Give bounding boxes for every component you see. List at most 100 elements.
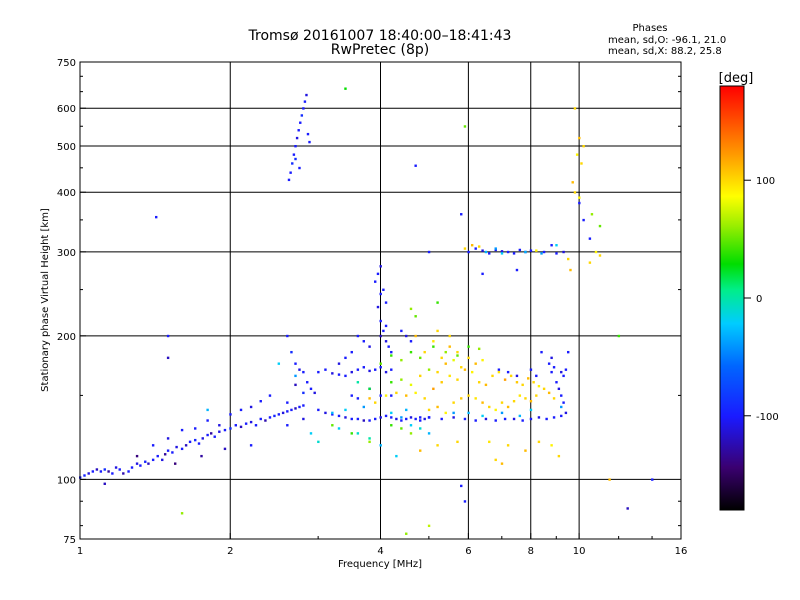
scatter-point bbox=[444, 350, 447, 354]
scatter-point bbox=[317, 408, 320, 412]
scatter-point bbox=[299, 121, 302, 124]
scatter-point bbox=[306, 132, 310, 136]
scatter-point bbox=[295, 136, 299, 140]
scatter-point bbox=[197, 442, 201, 445]
scatter-point bbox=[324, 368, 327, 371]
scatter-point bbox=[180, 512, 184, 515]
scatter-point bbox=[552, 416, 556, 419]
scatter-point bbox=[419, 416, 422, 419]
scatter-point bbox=[547, 391, 551, 395]
scatter-point bbox=[166, 437, 170, 440]
scatter-point bbox=[562, 250, 565, 254]
scatter-point bbox=[432, 340, 435, 343]
scatter-point bbox=[223, 428, 227, 432]
scatter-point bbox=[350, 417, 353, 421]
scatter-point bbox=[481, 401, 484, 404]
scatter-point bbox=[409, 432, 413, 435]
scatter-point bbox=[350, 350, 353, 354]
scatter-point bbox=[218, 424, 221, 427]
scatter-point bbox=[209, 432, 213, 435]
scatter-point bbox=[414, 315, 417, 318]
scatter-point bbox=[460, 397, 463, 400]
scatter-point bbox=[484, 250, 488, 254]
scatter-point bbox=[436, 405, 439, 409]
scatter-point bbox=[356, 368, 360, 371]
scatter-point bbox=[268, 416, 272, 419]
scatter-point bbox=[249, 405, 253, 409]
scatter-point bbox=[83, 474, 86, 477]
scatter-point bbox=[344, 87, 347, 90]
scatter-point bbox=[569, 268, 572, 272]
x-axis-label: Frequency [MHz] bbox=[338, 559, 422, 570]
scatter-point bbox=[488, 252, 491, 255]
scatter-point bbox=[180, 447, 184, 451]
scatter-point bbox=[249, 444, 253, 447]
scatter-point bbox=[306, 381, 309, 384]
scatter-point bbox=[518, 414, 522, 418]
scatter-point bbox=[103, 482, 106, 485]
scatter-point bbox=[524, 397, 527, 400]
scatter-point bbox=[562, 374, 565, 378]
scatter-point bbox=[470, 244, 474, 247]
scatter-point bbox=[114, 466, 118, 469]
scatter-point bbox=[405, 417, 408, 421]
scatter-point bbox=[409, 350, 413, 354]
scatter-point bbox=[474, 419, 477, 422]
scatter-point bbox=[518, 248, 522, 252]
scatter-point bbox=[135, 462, 139, 465]
scatter-point bbox=[405, 532, 408, 535]
scatter-point bbox=[362, 405, 366, 409]
scatter-point bbox=[436, 301, 439, 304]
scatter-point bbox=[578, 201, 581, 205]
scatter-point bbox=[173, 462, 177, 465]
scatter-point bbox=[555, 244, 558, 247]
scatter-point bbox=[529, 368, 533, 371]
scatter-point bbox=[506, 370, 510, 374]
scatter-point bbox=[356, 397, 360, 400]
scatter-point bbox=[529, 249, 533, 252]
scatter-point bbox=[374, 401, 377, 404]
scatter-point bbox=[277, 362, 281, 365]
scatter-point bbox=[395, 417, 398, 421]
scatter-point bbox=[356, 432, 360, 435]
scatter-point bbox=[287, 178, 291, 182]
scatter-point bbox=[414, 164, 417, 167]
scatter-point bbox=[542, 250, 546, 254]
scatter-point bbox=[440, 381, 443, 384]
scatter-point bbox=[500, 411, 504, 415]
scatter-point bbox=[206, 419, 209, 422]
scatter-point bbox=[460, 213, 463, 216]
scatter-point bbox=[427, 432, 431, 435]
scatter-point bbox=[331, 372, 334, 375]
stats-line-x: mean, sd,X: 88.2, 25.8 bbox=[608, 46, 722, 57]
scatter-point bbox=[384, 394, 388, 397]
scatter-point bbox=[497, 370, 501, 374]
scatter-point bbox=[467, 356, 470, 360]
scatter-point bbox=[550, 244, 553, 247]
scatter-point bbox=[294, 383, 297, 387]
scatter-point bbox=[573, 191, 577, 194]
scatter-point bbox=[494, 248, 497, 252]
scatter-point bbox=[564, 368, 568, 371]
scatter-point bbox=[481, 272, 484, 276]
scatter-point bbox=[298, 405, 301, 409]
scatter-point bbox=[206, 433, 209, 437]
scatter-point bbox=[463, 417, 467, 421]
scatter-point bbox=[379, 265, 382, 268]
scatter-point bbox=[562, 401, 565, 404]
scatter-point bbox=[423, 350, 426, 354]
scatter-point bbox=[188, 440, 192, 444]
scatter-point bbox=[518, 394, 522, 397]
scatter-point bbox=[395, 454, 398, 458]
scatter-point bbox=[166, 449, 170, 452]
scatter-point bbox=[467, 394, 470, 397]
scatter-point bbox=[290, 350, 293, 354]
scatter-point bbox=[626, 507, 629, 510]
scatter-point bbox=[297, 129, 300, 132]
scatter-point bbox=[139, 464, 142, 467]
scatter-point bbox=[564, 411, 568, 415]
scatter-point bbox=[344, 374, 347, 378]
scatter-point bbox=[302, 391, 305, 395]
scatter-point bbox=[550, 370, 553, 374]
scatter-point bbox=[463, 125, 467, 128]
